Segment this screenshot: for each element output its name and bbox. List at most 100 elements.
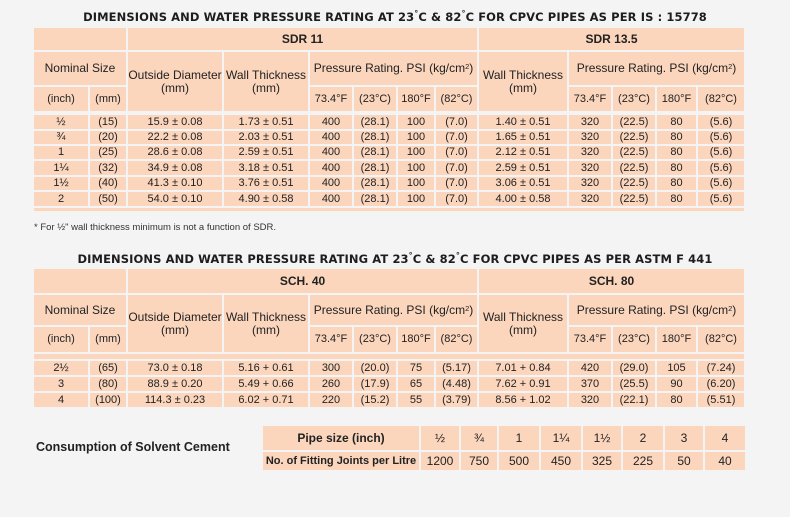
- t1-cell: 15.9 ± 0.08: [128, 115, 222, 129]
- t2-cell: 3: [34, 377, 88, 391]
- t1-cell: 100: [398, 161, 434, 175]
- t1-cell: 1.65 ± 0.51: [479, 131, 567, 144]
- t1-header-wall-thickness-2: Wall Thickness (mm): [479, 52, 567, 111]
- t1-cell: 400: [310, 177, 352, 190]
- t1-cell: (28.1): [354, 146, 396, 159]
- t2-cell: (29.0): [613, 361, 655, 375]
- t1-cell: 400: [310, 161, 352, 175]
- t1-cell: ½: [34, 115, 88, 129]
- t1-cell: 320: [569, 146, 611, 159]
- t1-cell: (5.6): [698, 115, 744, 129]
- t2-cell: 220: [310, 393, 352, 407]
- t2-group-blank: [34, 269, 126, 293]
- t1-cell: (25): [90, 146, 126, 159]
- t2-cell: (3.79): [436, 393, 477, 407]
- t1-cell: (5.6): [698, 131, 744, 144]
- t2-sub-temp: 180°F: [398, 327, 434, 352]
- t1-cell: 2: [34, 192, 88, 206]
- t1-header-nominal-size: Nominal Size: [34, 52, 126, 85]
- t2-header-pressure-rating: Pressure Rating. PSI (kg/cm 2): [310, 295, 477, 325]
- t1-cell: (7.0): [436, 177, 477, 190]
- t2-cell: (100): [90, 393, 126, 407]
- consumption-joints-label: No. of Fitting Joints per Litre: [263, 452, 419, 470]
- t1-cell: (28.1): [354, 161, 396, 175]
- consumption-joints-cell: 750: [461, 452, 497, 470]
- t2-header-wall-thickness: Wall Thickness (mm): [224, 295, 308, 352]
- t1-sub-temp: (82°C): [436, 87, 477, 111]
- t1-cell: 400: [310, 115, 352, 129]
- t2-cell: 114.3 ± 0.23: [128, 393, 222, 407]
- t2-sub-temp-2: 180°F: [657, 327, 696, 352]
- t2-cell: 260: [310, 377, 352, 391]
- t2-sub-temp: 73.4°F: [310, 327, 352, 352]
- t1-cell: 3.18 ± 0.51: [224, 161, 308, 175]
- consumption-size-cell: ½: [421, 426, 459, 450]
- t2-cell: 300: [310, 361, 352, 375]
- t2-cell: 7.62 + 0.91: [479, 377, 567, 391]
- t1-cell: (7.0): [436, 146, 477, 159]
- t2-cell: 73.0 ± 0.18: [128, 361, 222, 375]
- t1-sub-temp-2: 73.4°F: [569, 87, 611, 111]
- consumption-size-cell: 1¼: [541, 426, 581, 450]
- t1-cell: 400: [310, 131, 352, 144]
- t2-cell: 8.56 + 1.02: [479, 393, 567, 407]
- t1-cell: 41.3 ± 0.10: [128, 177, 222, 190]
- t1-cell: (40): [90, 177, 126, 190]
- t1-cell: 80: [657, 115, 696, 129]
- t1-cell: (5.6): [698, 146, 744, 159]
- t1-sub-temp: 180°F: [398, 87, 434, 111]
- t1-cell: 100: [398, 177, 434, 190]
- consumption-joints-cell: 40: [705, 452, 745, 470]
- t1-cell: (28.1): [354, 177, 396, 190]
- consumption-pipe-size-label: Pipe size (inch): [263, 426, 419, 450]
- t2-cell: (5.51): [698, 393, 744, 407]
- t1-header-pressure-rating-2: Pressure Rating. PSI (kg/cm 2): [569, 52, 744, 85]
- t1-cell: 28.6 ± 0.08: [128, 146, 222, 159]
- t1-header-pressure-rating: Pressure Rating. PSI (kg/cm 2): [310, 52, 477, 85]
- t1-cell: 320: [569, 115, 611, 129]
- t1-cell: (7.0): [436, 192, 477, 206]
- table1-title: DIMENSIONS AND WATER PRESSURE RATING AT …: [83, 9, 707, 24]
- t2-group-right: SCH. 80: [479, 269, 744, 293]
- t1-sub-temp: (23°C): [354, 87, 396, 111]
- t1-cell: 3.76 ± 0.51: [224, 177, 308, 190]
- t1-cell: (28.1): [354, 192, 396, 206]
- t2-cell: 55: [398, 393, 434, 407]
- t1-cell: 400: [310, 146, 352, 159]
- table2-title: DIMENSIONS AND WATER PRESSURE RATING AT …: [77, 251, 713, 266]
- t1-cell: (28.1): [354, 131, 396, 144]
- t1-cell: 2.59 ± 0.51: [224, 146, 308, 159]
- consumption-joints-cell: 50: [665, 452, 703, 470]
- t2-spacer-top: [34, 354, 744, 359]
- t1-cell: 2.03 ± 0.51: [224, 131, 308, 144]
- t1-header-wall-thickness: Wall Thickness (mm): [224, 52, 308, 111]
- t2-sub-temp: (82°C): [436, 327, 477, 352]
- t1-group-right: SDR 13.5: [479, 28, 744, 50]
- t1-cell: 100: [398, 146, 434, 159]
- t1-cell: 22.2 ± 0.08: [128, 131, 222, 144]
- t1-cell: 80: [657, 177, 696, 190]
- t2-cell: (20.0): [354, 361, 396, 375]
- t1-cell: 1.73 ± 0.51: [224, 115, 308, 129]
- t1-cell: 1½: [34, 177, 88, 190]
- t1-cell: (5.6): [698, 192, 744, 206]
- t1-sub-temp-2: (23°C): [613, 87, 655, 111]
- t1-cell: (15): [90, 115, 126, 129]
- t2-header-wall-thickness-2: Wall Thickness (mm): [479, 295, 567, 352]
- t1-spacer-bottom: [34, 208, 744, 211]
- t1-cell: 2.12 ± 0.51: [479, 146, 567, 159]
- t1-header-outside-diameter: Outside Diameter (mm): [128, 52, 222, 111]
- t1-cell: (22.5): [613, 131, 655, 144]
- t2-header-pressure-rating-2: Pressure Rating. PSI (kg/cm 2): [569, 295, 744, 325]
- consumption-size-cell: 1: [499, 426, 539, 450]
- t1-cell: (22.5): [613, 146, 655, 159]
- t2-cell: 7.01 + 0.84: [479, 361, 567, 375]
- t2-cell: (22.1): [613, 393, 655, 407]
- t1-cell: 1¼: [34, 161, 88, 175]
- t2-cell: 370: [569, 377, 611, 391]
- consumption-joints-cell: 325: [583, 452, 621, 470]
- t2-cell: 2½: [34, 361, 88, 375]
- t1-cell: 320: [569, 192, 611, 206]
- t2-cell: 5.49 + 0.66: [224, 377, 308, 391]
- t1-cell: 1: [34, 146, 88, 159]
